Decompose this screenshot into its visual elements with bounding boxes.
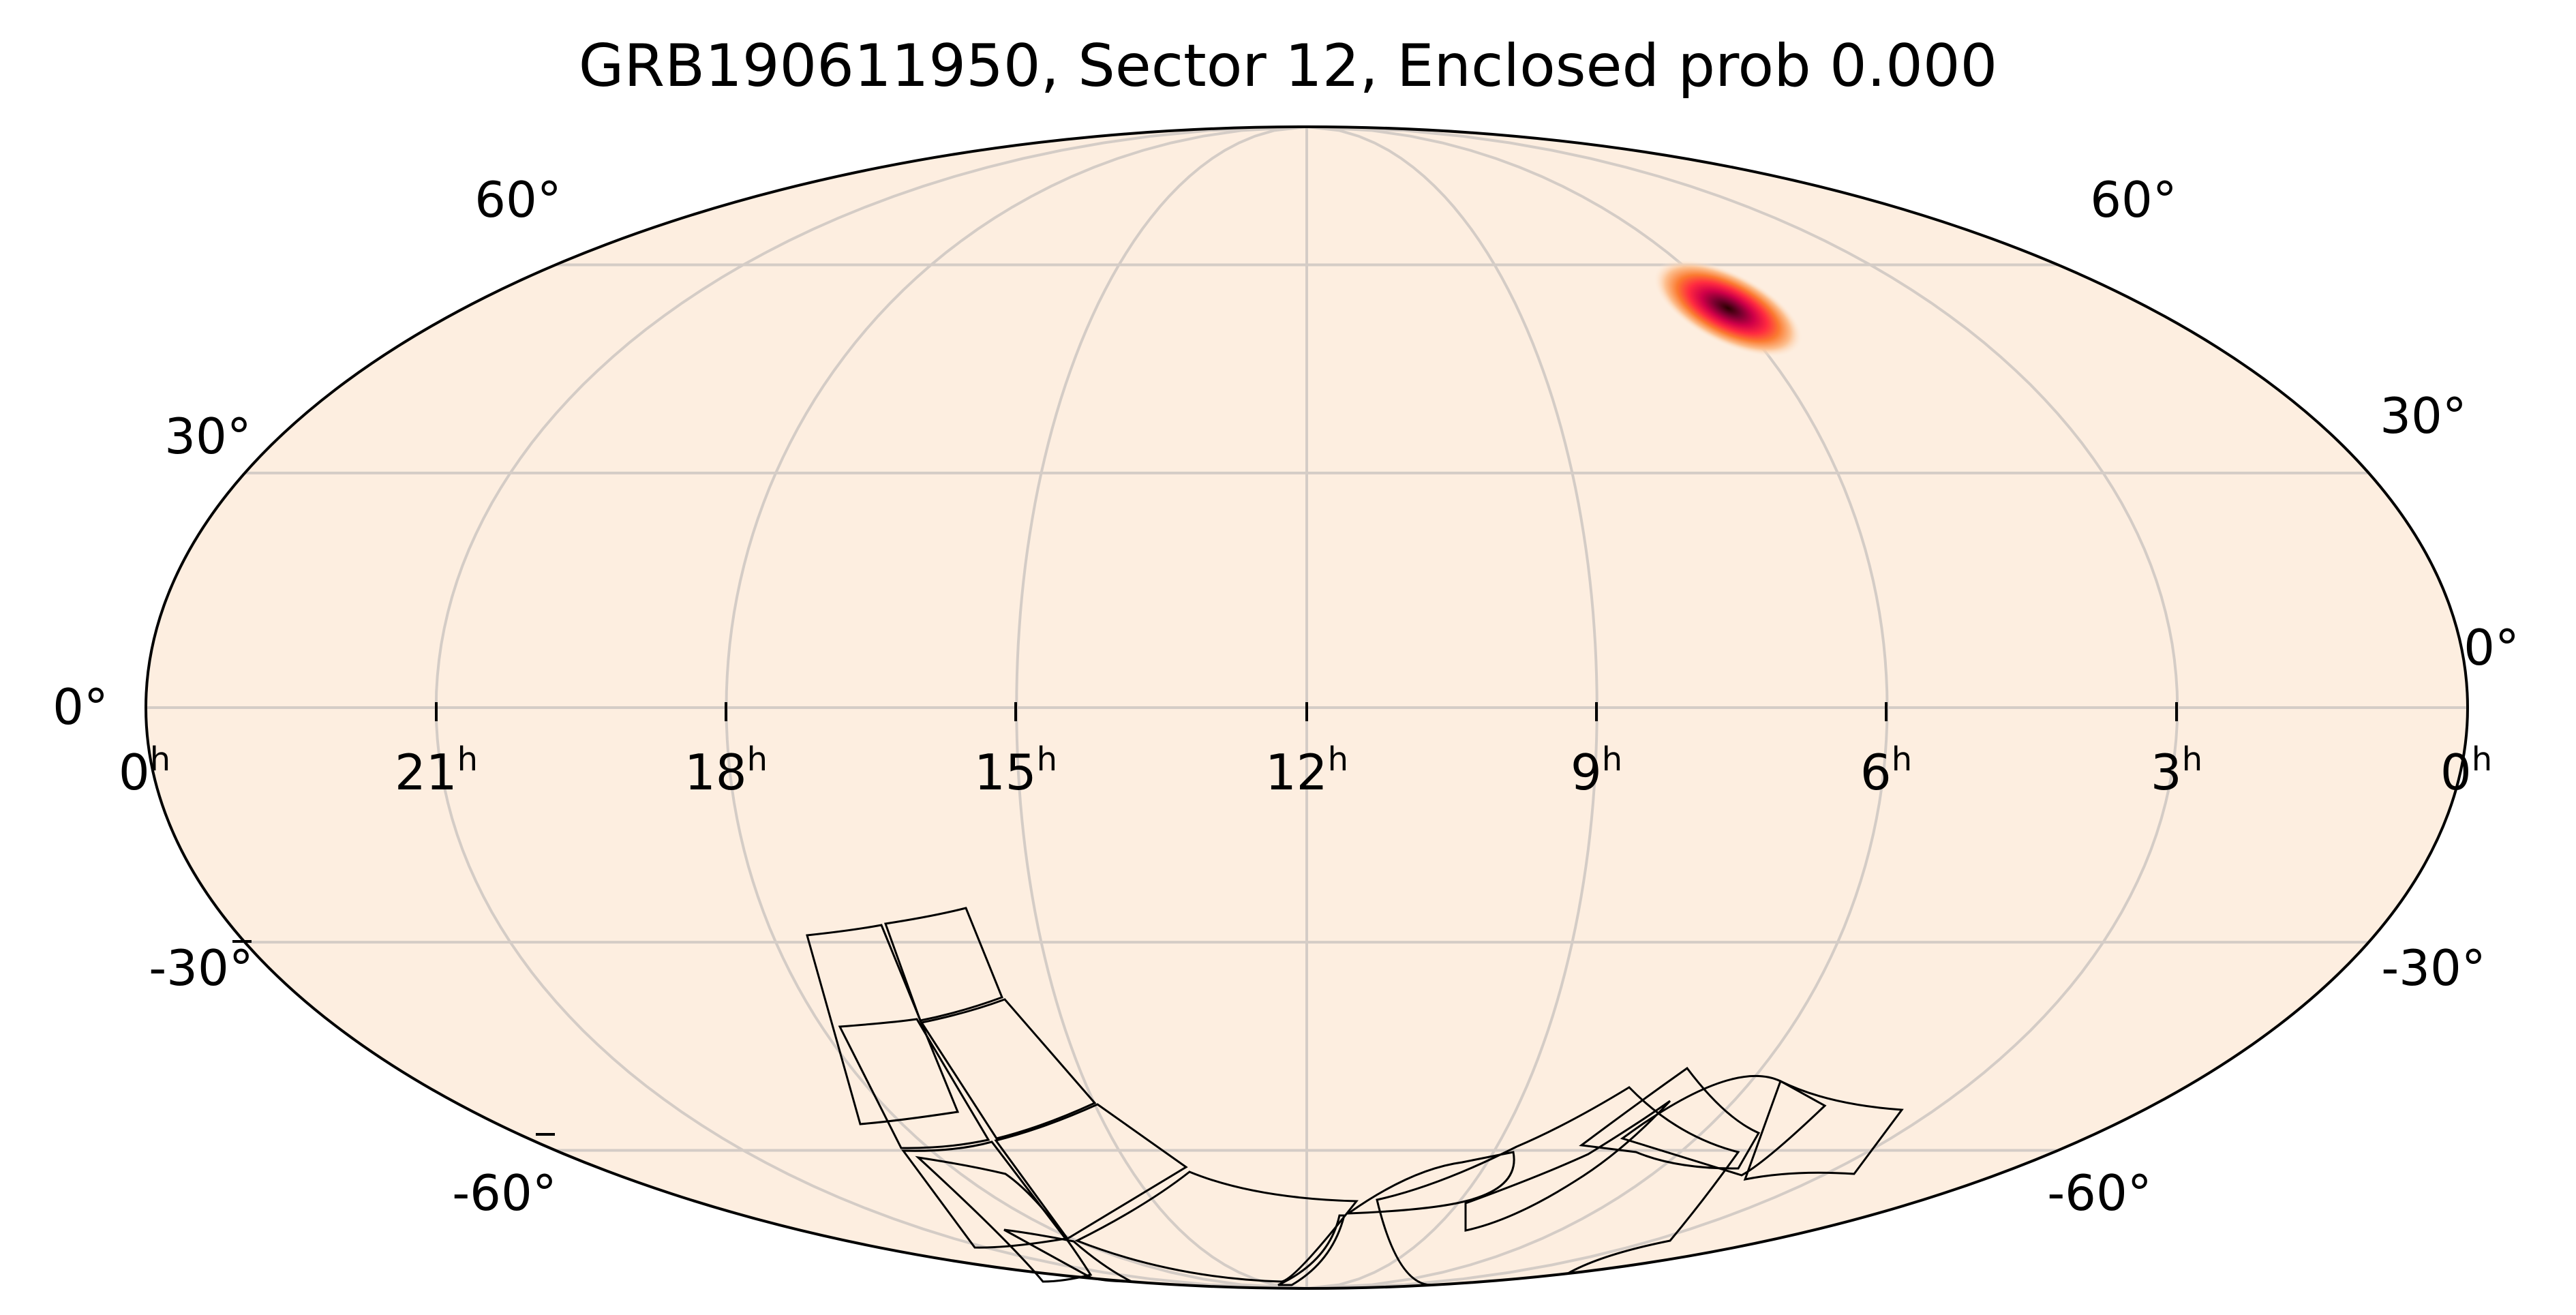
dec-label-left: 30°	[164, 408, 252, 465]
dec-label-left: -30°	[149, 939, 254, 997]
chart-title: GRB190611950, Sector 12, Enclosed prob 0…	[578, 32, 1998, 100]
ccd-footprint-outline	[994, 1103, 1188, 1240]
dec-label-left: 60°	[474, 171, 562, 228]
ra-label: 3h	[2151, 740, 2202, 801]
ccd-footprint-outline	[1579, 1066, 1761, 1170]
ccd-footprint-outline	[838, 1018, 990, 1149]
ra-label: 0h	[2440, 740, 2492, 801]
ccd-footprint-outline	[1074, 1170, 1359, 1283]
dec-label-right: 30°	[2380, 387, 2467, 444]
ra-label: 6h	[1860, 740, 1912, 801]
ra-label: 18h	[684, 740, 768, 801]
dec-label-right: 0°	[2464, 619, 2519, 676]
ccd-footprint-outline	[1743, 1079, 1904, 1181]
dec-label-left: 0°	[52, 678, 108, 736]
map-border	[145, 125, 2469, 1290]
ra-label: 9h	[1571, 740, 1622, 801]
ccd-footprint-outline	[1464, 1100, 1671, 1232]
ra-label: 12h	[1265, 740, 1348, 801]
ccd-footprint-outline	[1277, 1214, 1346, 1286]
ccd-footprint-outline	[915, 1155, 1093, 1283]
dec-label-right: 60°	[2090, 171, 2177, 228]
ra-label: 21h	[395, 740, 478, 801]
dec-label-left: -60°	[452, 1164, 557, 1222]
ccd-footprint-outline	[806, 924, 960, 1125]
grb-localization-heatmap	[1653, 259, 1803, 357]
ccd-footprint-outline	[920, 998, 1097, 1140]
ra-label: 15h	[974, 740, 1057, 801]
ccd-footprint-outline	[883, 907, 1003, 1022]
tess-sector-footprint	[806, 907, 1904, 1286]
ccd-footprint-outline	[1344, 1151, 1515, 1215]
axis-ticks	[232, 702, 2178, 1136]
axis-labels: 60° 30° 0° -30° -60° 60° 30° 0° -30° -60° 0h 21h 18h…	[52, 171, 2519, 1222]
ra-label: 0h	[119, 740, 170, 801]
dec-label-right: -60°	[2047, 1164, 2152, 1222]
dec-label-right: -30°	[2381, 939, 2486, 997]
